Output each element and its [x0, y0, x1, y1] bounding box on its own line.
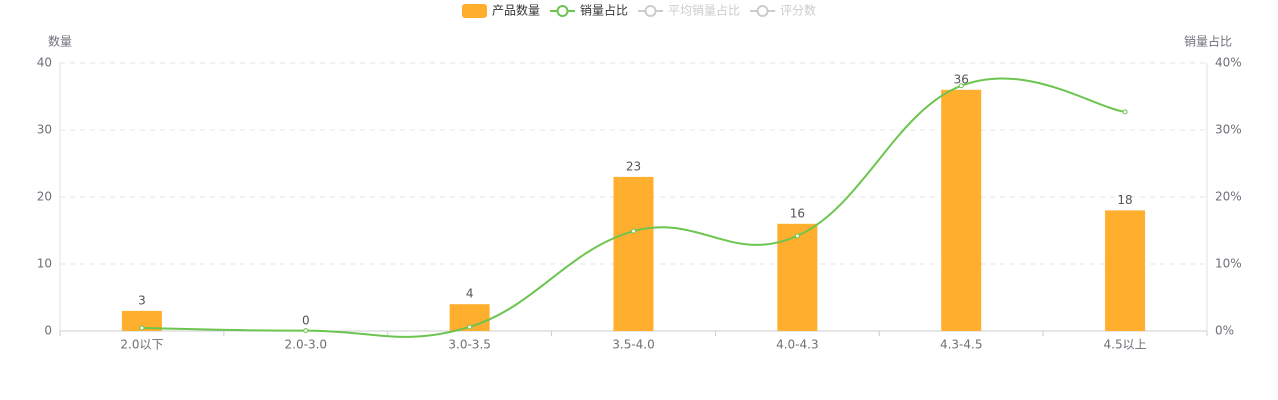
x-tick-label: 4.0-4.3 — [776, 338, 819, 352]
data-label: 36 — [954, 72, 969, 86]
bar — [121, 310, 162, 331]
data-label: 16 — [790, 206, 805, 220]
bar — [777, 223, 818, 331]
legend-icon — [556, 5, 569, 17]
legend-icon — [462, 4, 487, 18]
y-tick-label: 40 — [37, 56, 52, 70]
bar — [613, 176, 654, 331]
x-tick-label: 2.0-3.0 — [285, 338, 328, 352]
data-label: 0 — [302, 314, 310, 328]
data-label: 18 — [1117, 193, 1132, 207]
data-label: 23 — [626, 159, 641, 173]
data-label: 4 — [466, 287, 474, 301]
y2-tick-label: 40% — [1215, 56, 1242, 70]
y-tick-label: 30 — [37, 123, 52, 137]
y2-tick-label: 20% — [1215, 190, 1242, 204]
x-tick-label: 3.0-3.5 — [448, 338, 491, 352]
y-axis-title: 数量 — [48, 34, 72, 49]
x-tick-label: 4.5以上 — [1104, 338, 1147, 352]
line-point — [467, 324, 473, 330]
legend-item[interactable]: 产品数量 — [492, 3, 540, 18]
legend-item[interactable]: 评分数 — [780, 3, 816, 18]
data-label: 3 — [138, 293, 146, 307]
y-tick-label: 10 — [37, 257, 52, 271]
line-point — [303, 328, 309, 334]
x-tick-label: 3.5-4.0 — [612, 338, 655, 352]
line-point — [1122, 109, 1128, 115]
legend-item[interactable]: 平均销量占比 — [668, 3, 740, 18]
legend-icon — [644, 5, 657, 17]
line-point — [958, 83, 964, 89]
line-point — [794, 233, 800, 239]
line-point — [631, 228, 636, 234]
line-point — [139, 325, 145, 331]
y2-tick-label: 0% — [1215, 324, 1234, 338]
y-tick-label: 0 — [44, 324, 52, 338]
bar — [941, 89, 982, 331]
legend-icon — [756, 5, 769, 17]
x-tick-label: 4.3-4.5 — [940, 338, 983, 352]
legend-item[interactable]: 销量占比 — [580, 3, 628, 18]
x-tick-label: 2.0以下 — [120, 338, 163, 352]
y2-tick-label: 30% — [1215, 123, 1242, 137]
y2-tick-label: 10% — [1215, 257, 1242, 271]
y2-axis-title: 销量占比 — [1184, 34, 1232, 49]
bar — [1105, 210, 1146, 331]
y-tick-label: 20 — [37, 190, 52, 204]
